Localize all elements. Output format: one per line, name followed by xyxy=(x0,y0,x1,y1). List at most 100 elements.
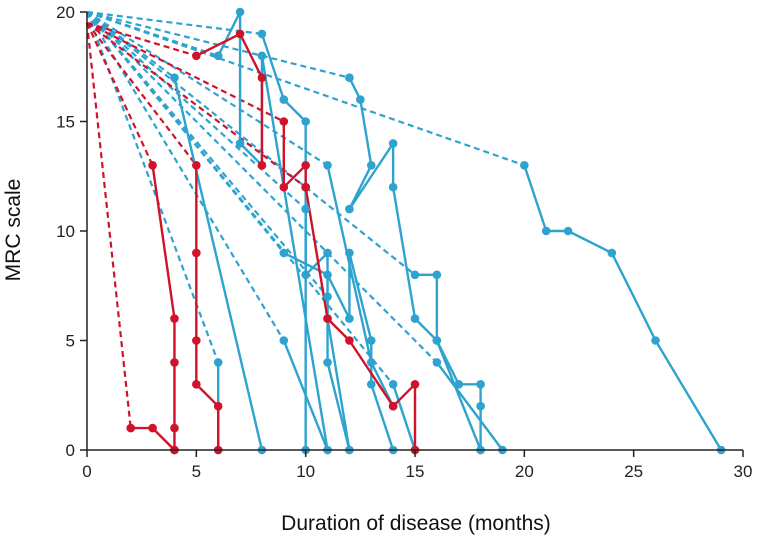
data-point-blue-8 xyxy=(323,358,332,367)
data-point-red-3 xyxy=(192,380,201,389)
data-point-blue-3 xyxy=(366,161,376,170)
x-tick-label: 5 xyxy=(192,462,201,481)
onset-line-red-1 xyxy=(85,22,132,429)
x-tick-label: 30 xyxy=(734,462,753,481)
data-point-blue-4 xyxy=(651,336,660,345)
x-tick-label: 10 xyxy=(296,462,315,481)
data-point-red-2 xyxy=(170,423,179,433)
data-point-blue-3 xyxy=(410,314,420,323)
data-point-red-5 xyxy=(279,182,289,192)
data-point-blue-3 xyxy=(388,139,398,148)
series-line-blue-2 xyxy=(260,33,307,450)
y-tick-label: 5 xyxy=(66,332,75,351)
data-point-blue-13 xyxy=(388,380,398,389)
x-tick-label: 20 xyxy=(515,462,534,481)
data-point-red-6 xyxy=(301,182,310,192)
data-point-blue-8 xyxy=(323,248,332,258)
data-point-red-3 xyxy=(192,161,201,170)
data-point-red-2 xyxy=(148,161,157,170)
axes: 0 5 10 15 20 25 30 0 5 10 15 20 xyxy=(56,3,752,481)
onset-dashed-lines xyxy=(85,10,525,429)
onset-line-blue-4 xyxy=(86,10,525,167)
data-point-blue-10 xyxy=(366,358,376,367)
plot-area xyxy=(85,7,726,455)
series-line-blue-13 xyxy=(391,383,417,451)
x-tick-label: 0 xyxy=(82,462,91,481)
data-point-blue-9 xyxy=(366,336,376,345)
data-point-red-6 xyxy=(410,380,420,389)
data-point-red-1 xyxy=(126,423,136,433)
data-point-blue-4 xyxy=(563,226,573,236)
series-line-blue-1 xyxy=(217,10,329,451)
series-line-red-4 xyxy=(195,32,264,166)
data-point-red-6 xyxy=(323,314,332,323)
data-point-blue-9 xyxy=(279,248,289,258)
data-point-blue-3 xyxy=(345,73,354,82)
onset-line-blue-12 xyxy=(86,11,416,276)
x-ticks: 0 5 10 15 20 25 30 xyxy=(82,450,752,481)
onset-line-red-4 xyxy=(86,21,197,57)
data-point-blue-1 xyxy=(235,139,245,148)
series-line-red-5 xyxy=(282,121,307,189)
data-point-red-4 xyxy=(257,161,267,170)
y-tick-label: 20 xyxy=(56,3,75,22)
data-point-blue-3 xyxy=(356,95,365,104)
data-point-blue-14 xyxy=(432,358,442,367)
data-point-blue-9 xyxy=(323,270,332,280)
data-point-blue-4 xyxy=(520,161,529,170)
data-point-blue-8 xyxy=(301,204,310,214)
data-point-blue-4 xyxy=(607,248,617,258)
y-tick-label: 15 xyxy=(56,113,75,132)
y-tick-label: 0 xyxy=(66,441,75,460)
data-point-red-1 xyxy=(148,423,157,433)
data-point-blue-1 xyxy=(213,51,223,61)
data-point-red-6 xyxy=(345,336,354,345)
onset-line-red-6 xyxy=(86,22,307,189)
y-ticks: 0 5 10 15 20 xyxy=(56,3,87,460)
data-point-blue-2 xyxy=(257,29,267,39)
y-axis-title: MRC scale xyxy=(2,179,25,282)
data-point-blue-10 xyxy=(323,161,332,170)
onset-line-blue-10 xyxy=(86,11,329,167)
data-point-blue-9 xyxy=(345,314,354,323)
data-point-blue-7 xyxy=(279,336,289,345)
data-point-blue-9 xyxy=(345,248,354,258)
onset-line-red-5 xyxy=(86,21,285,123)
onset-line-blue-13 xyxy=(86,11,394,385)
data-point-blue-11 xyxy=(323,292,332,302)
data-point-blue-2 xyxy=(279,95,289,104)
data-point-blue-6 xyxy=(213,358,223,367)
data-point-red-6 xyxy=(388,401,398,411)
series-line-blue-5 xyxy=(173,77,264,451)
data-point-blue-12 xyxy=(410,270,420,280)
onset-line-blue-14 xyxy=(86,11,438,364)
data-point-blue-12 xyxy=(476,401,485,411)
data-point-blue-8 xyxy=(301,270,310,280)
x-tick-label: 15 xyxy=(406,462,425,481)
onset-line-blue-8 xyxy=(86,11,307,210)
data-point-blue-1 xyxy=(235,7,245,17)
x-tick-label: 25 xyxy=(624,462,643,481)
onset-line-blue-5 xyxy=(86,11,176,79)
y-tick-label: 10 xyxy=(56,222,75,241)
data-point-blue-2 xyxy=(301,117,310,126)
data-point-blue-12 xyxy=(432,270,442,280)
data-point-red-3 xyxy=(192,248,201,258)
data-point-blue-3 xyxy=(345,204,354,214)
data-point-blue-4 xyxy=(541,226,551,236)
data-points xyxy=(126,7,726,455)
data-point-blue-12 xyxy=(454,380,464,389)
data-point-blue-1 xyxy=(257,51,267,61)
data-point-red-5 xyxy=(279,117,289,126)
data-point-blue-12 xyxy=(432,336,442,345)
data-point-red-3 xyxy=(213,401,223,411)
series-line-blue-4 xyxy=(523,164,723,451)
data-point-red-5 xyxy=(301,161,310,170)
data-point-blue-5 xyxy=(170,73,179,82)
series-line-red-3 xyxy=(195,165,220,450)
data-point-red-4 xyxy=(192,51,201,61)
data-point-red-2 xyxy=(170,358,179,367)
data-point-red-4 xyxy=(235,29,245,39)
data-point-red-4 xyxy=(257,73,267,82)
